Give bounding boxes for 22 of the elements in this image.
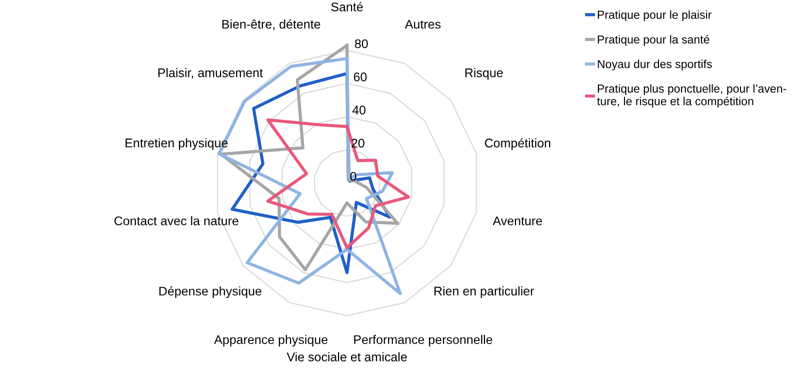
legend-label: Pratique plus ponctuelle, pour l’aven- ture, le risque et la compétition [597,84,786,108]
spoke-label: Apparence physique [214,334,328,347]
spoke-label: Plaisir, amusement [158,68,263,79]
y-tick-label: 0 [350,172,356,181]
spoke-label: Entretien physique [126,138,228,150]
spoke-label: Risque [465,68,503,80]
spoke-label: Santé [331,2,363,12]
legend-label: Noyau dur des sportifs [598,60,712,70]
y-tick-label: 40 [352,106,366,114]
spoke-label: Performance personnelle [354,334,492,347]
spoke-label: Vie sociale et amicale [286,352,407,362]
spoke-label: Contact avec la nature [114,216,238,226]
spoke-label: Compétition [484,138,550,150]
y-tick-label: 80 [354,39,368,48]
legend-label: Pratique pour la santé [598,34,710,46]
spoke-label: Autres [404,20,441,29]
spoke-label: Aventure [492,216,542,226]
y-tick-label: 60 [354,72,367,82]
spoke-label: Bien-être, détente [222,19,320,30]
legend-label: Pratique pour le plaisir [598,10,712,22]
spoke-label: Rien en particulier [434,286,534,298]
spoke-label: Dépense physique [159,286,262,298]
